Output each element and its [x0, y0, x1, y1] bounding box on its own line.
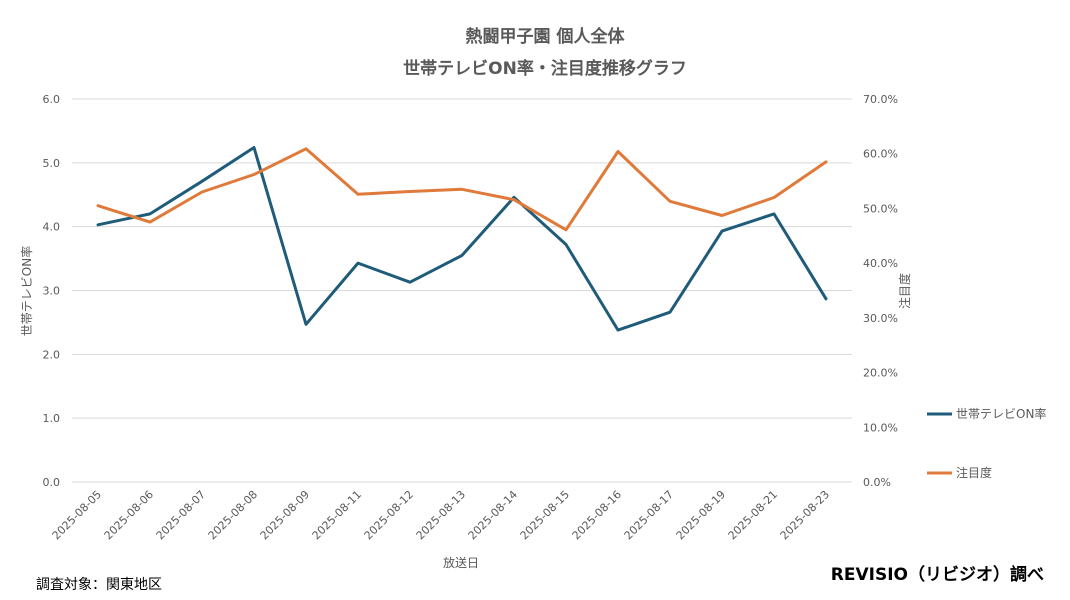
x-tick-label: 2025-08-05 — [50, 488, 104, 542]
legend-label: 注目度 — [956, 465, 992, 480]
x-tick-label: 2025-08-23 — [778, 488, 832, 542]
x-tick-label: 2025-08-12 — [362, 488, 416, 542]
x-axis-title: 放送日 — [443, 555, 479, 570]
survey-note: 調査対象：関東地区 — [36, 577, 162, 593]
x-tick-label: 2025-08-19 — [674, 488, 728, 542]
x-tick-label: 2025-08-14 — [466, 488, 520, 542]
left-tick-label: 0.0 — [43, 476, 61, 489]
left-tick-label: 3.0 — [43, 285, 61, 298]
left-tick-label: 4.0 — [43, 221, 61, 234]
x-tick-label: 2025-08-08 — [206, 488, 260, 542]
right-tick-label: 50.0% — [863, 202, 898, 215]
left-axis-title: 世帯テレビON率 — [19, 246, 34, 336]
right-axis-title: 注目度 — [897, 273, 912, 309]
x-tick-label: 2025-08-07 — [154, 488, 208, 542]
right-tick-label: 20.0% — [863, 367, 898, 380]
chart-subtitle: 世帯テレビON率・注目度推移グラフ — [403, 58, 687, 79]
chart-title: 熱闘甲子園 個人全体 — [466, 26, 626, 47]
right-tick-label: 0.0% — [863, 476, 891, 489]
right-tick-label: 70.0% — [863, 93, 898, 106]
x-tick-label: 2025-08-15 — [518, 488, 572, 542]
right-tick-label: 60.0% — [863, 148, 898, 161]
left-axis-ticks: 0.0 1.0 2.0 3.0 4.0 5.0 6.0 — [43, 93, 61, 489]
x-tick-label: 2025-08-16 — [570, 488, 624, 542]
right-axis-ticks: 0.0% 10.0% 20.0% 30.0% 40.0% 50.0% 60.0% 70.0% — [863, 93, 898, 489]
right-tick-label: 10.0% — [863, 421, 898, 434]
series-lines — [96, 146, 828, 332]
left-tick-label: 1.0 — [43, 412, 61, 425]
left-tick-label: 6.0 — [43, 93, 61, 106]
gridlines — [72, 98, 852, 483]
series-line-1 — [96, 147, 828, 232]
x-axis-ticks: 2025-08-052025-08-062025-08-072025-08-08… — [50, 488, 832, 542]
x-tick-label: 2025-08-21 — [726, 488, 780, 542]
source-credit: REVISIO（リビジオ）調べ — [830, 565, 1044, 585]
right-tick-label: 40.0% — [863, 257, 898, 270]
legend-label: 世帯テレビON率 — [956, 406, 1046, 421]
x-tick-label: 2025-08-09 — [258, 488, 312, 542]
x-tick-label: 2025-08-17 — [622, 488, 676, 542]
x-tick-label: 2025-08-06 — [102, 488, 156, 542]
series-line-0 — [96, 146, 828, 332]
left-tick-label: 2.0 — [43, 348, 61, 361]
right-tick-label: 30.0% — [863, 312, 898, 325]
x-tick-label: 2025-08-13 — [414, 488, 468, 542]
left-tick-label: 5.0 — [43, 157, 61, 170]
x-tick-label: 2025-08-11 — [310, 488, 364, 542]
